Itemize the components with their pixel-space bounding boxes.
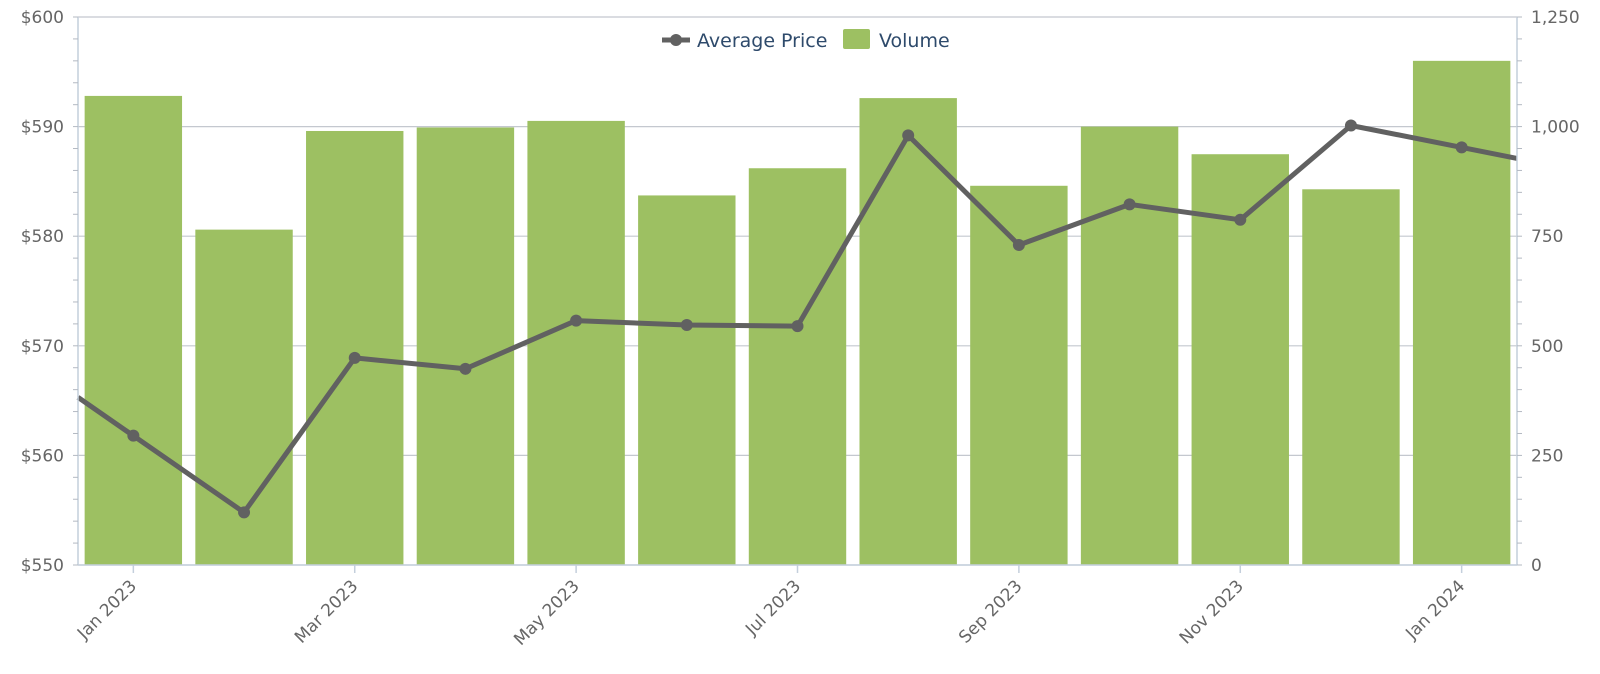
price-point: [902, 129, 915, 142]
legend-swatch-volume: [843, 29, 870, 49]
x-tick-label: May 2023: [510, 576, 583, 649]
right-tick-label: 750: [1531, 227, 1563, 247]
price-point: [680, 318, 693, 331]
left-tick-label: $550: [21, 556, 64, 576]
right-tick-label: 1,000: [1531, 118, 1580, 138]
volume-bar: [1302, 189, 1400, 565]
right-tick-label: 250: [1531, 446, 1563, 466]
volume-bar: [527, 120, 625, 565]
price-point: [238, 506, 251, 519]
price-point: [127, 429, 140, 442]
volume-bar: [748, 168, 847, 566]
price-point: [348, 351, 361, 364]
volume-bars: [84, 60, 1511, 566]
volume-bar: [638, 195, 736, 565]
price-point: [1123, 198, 1136, 211]
volume-bar: [1412, 60, 1511, 566]
x-tick-label: Jan 2023: [73, 576, 141, 644]
volume-bar: [859, 98, 957, 565]
legend-marker-average-price: [670, 34, 682, 46]
price-point: [459, 362, 472, 375]
price-point: [1455, 141, 1468, 154]
left-tick-label: $590: [21, 118, 64, 138]
price-point: [1012, 238, 1025, 251]
left-tick-label: $560: [21, 446, 64, 466]
legend-label-average-price: Average Price: [697, 30, 827, 52]
x-tick-label: Nov 2023: [1176, 576, 1248, 648]
x-tick-label: Sep 2023: [955, 576, 1026, 647]
legend-item-average-price[interactable]: Average Price: [662, 30, 827, 52]
right-tick-label: 500: [1531, 337, 1563, 357]
x-tick-label: Mar 2023: [291, 576, 362, 647]
legend: Average Price Volume: [662, 29, 950, 52]
left-tick-label: $570: [21, 337, 64, 357]
x-tick-label: Jan 2024: [1401, 576, 1469, 644]
left-tick-label: $580: [21, 227, 64, 247]
volume-bar: [306, 130, 404, 565]
legend-item-volume[interactable]: Volume: [843, 29, 950, 52]
x-tick-label: Jul 2023: [741, 576, 805, 640]
price-point: [570, 314, 583, 327]
volume-bar: [416, 127, 515, 565]
left-tick-label: $600: [21, 8, 64, 28]
volume-bar: [84, 95, 183, 566]
right-tick-label: 1,250: [1531, 8, 1580, 28]
right-tick-label: 0: [1531, 556, 1542, 576]
price-point: [791, 320, 804, 333]
volume-bar: [1080, 126, 1179, 565]
price-point: [1344, 119, 1357, 132]
average-price-line: [76, 119, 1518, 519]
legend-label-volume: Volume: [879, 30, 950, 52]
price-point: [1234, 213, 1247, 226]
